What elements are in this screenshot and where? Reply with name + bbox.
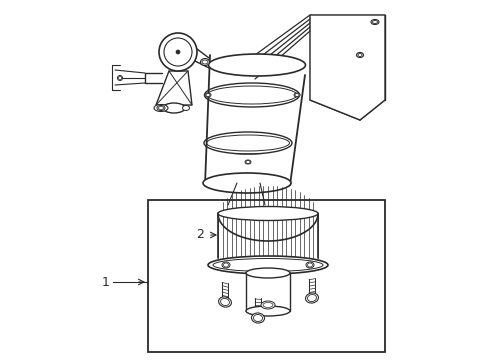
Bar [148,200,384,352]
Ellipse shape [157,105,164,111]
Ellipse shape [207,256,327,274]
Ellipse shape [218,297,231,307]
Ellipse shape [251,313,264,323]
Ellipse shape [356,53,363,58]
Ellipse shape [117,76,122,81]
Ellipse shape [176,50,180,54]
Ellipse shape [305,293,318,303]
Ellipse shape [245,268,289,278]
Ellipse shape [203,173,290,193]
Ellipse shape [208,54,305,76]
Ellipse shape [305,262,313,268]
Polygon shape [156,71,192,105]
Ellipse shape [218,207,317,220]
Ellipse shape [182,105,189,111]
Ellipse shape [154,104,168,112]
Ellipse shape [204,93,210,97]
Ellipse shape [203,132,291,154]
Ellipse shape [293,93,299,97]
Ellipse shape [245,306,289,316]
Polygon shape [309,15,384,120]
Ellipse shape [159,33,197,71]
Ellipse shape [222,262,229,268]
Text: 2: 2 [196,229,203,242]
Ellipse shape [200,58,209,66]
Ellipse shape [244,160,250,164]
Ellipse shape [261,301,274,309]
Text: 1: 1 [102,275,110,288]
Ellipse shape [163,103,184,113]
Ellipse shape [204,83,299,107]
Ellipse shape [370,19,378,24]
